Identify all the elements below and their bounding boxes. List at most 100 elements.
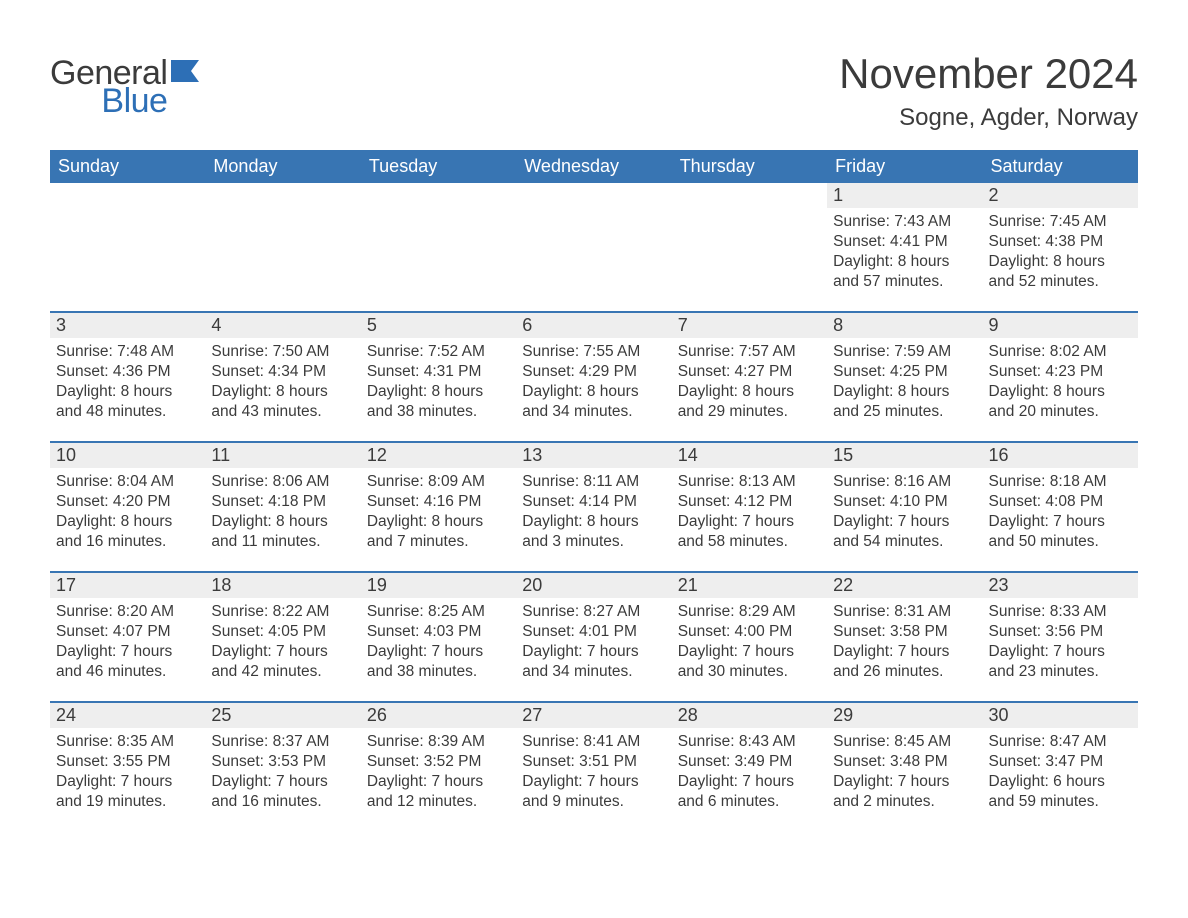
weekday-header: Sunday xyxy=(50,150,205,183)
sunset-line: Sunset: 4:27 PM xyxy=(678,362,821,382)
calendar-day-cell: 13Sunrise: 8:11 AMSunset: 4:14 PMDayligh… xyxy=(516,442,671,572)
calendar-week-row: 1 Sunrise: 7:43 AMSunset: 4:41 PM Daylight… xyxy=(50,183,1138,312)
weekday-header: Friday xyxy=(827,150,982,183)
day-details: Sunrise: 7:48 AMSunset: 4:36 PMDaylight:… xyxy=(50,338,205,429)
calendar-day-cell: 28Sunrise: 8:43 AMSunset: 3:49 PMDayligh… xyxy=(672,702,827,831)
day-number: 18 xyxy=(205,573,360,598)
day-number: 30 xyxy=(983,703,1138,728)
sunrise-line: Sunrise: 7:50 AM xyxy=(211,342,354,362)
sunset-line: Sunset: 3:47 PM xyxy=(989,752,1132,772)
day-number: 11 xyxy=(205,443,360,468)
calendar-day-cell xyxy=(205,183,360,312)
day-details: Sunrise: 8:20 AMSunset: 4:07 PMDaylight:… xyxy=(50,598,205,689)
day-details: Sunrise: 8:04 AMSunset: 4:20 PMDaylight:… xyxy=(50,468,205,559)
sunrise-line: Sunrise: 8:45 AM xyxy=(833,732,976,752)
sunset-line: Sunset: 4:00 PM xyxy=(678,622,821,642)
brand-text: General Blue xyxy=(50,56,167,118)
day-details: Sunrise: 8:31 AMSunset: 3:58 PMDaylight:… xyxy=(827,598,982,689)
day-number: 9 xyxy=(983,313,1138,338)
day-details: Sunrise: 8:18 AMSunset: 4:08 PMDaylight:… xyxy=(983,468,1138,559)
day-details: Sunrise: 8:43 AMSunset: 3:49 PMDaylight:… xyxy=(672,728,827,819)
daylight-line: Daylight: 7 hours and 50 minutes. xyxy=(989,512,1132,552)
calendar-day-cell: 15Sunrise: 8:16 AMSunset: 4:10 PMDayligh… xyxy=(827,442,982,572)
sunrise-line: Sunrise: 7:43 AM xyxy=(833,212,976,232)
day-details: Sunrise: 7:50 AMSunset: 4:34 PMDaylight:… xyxy=(205,338,360,429)
day-details: Sunrise: 8:39 AMSunset: 3:52 PMDaylight:… xyxy=(361,728,516,819)
daylight-line: Daylight: 6 hours and 59 minutes. xyxy=(989,772,1132,812)
day-number: 6 xyxy=(516,313,671,338)
daylight-line: Daylight: 7 hours and 6 minutes. xyxy=(678,772,821,812)
day-details: Sunrise: 8:06 AMSunset: 4:18 PMDaylight:… xyxy=(205,468,360,559)
calendar-body: 1 Sunrise: 7:43 AMSunset: 4:41 PM Daylight… xyxy=(50,183,1138,831)
day-number: 4 xyxy=(205,313,360,338)
calendar-week-row: 3Sunrise: 7:48 AMSunset: 4:36 PMDaylight… xyxy=(50,312,1138,442)
sunrise-line: Sunrise: 8:41 AM xyxy=(522,732,665,752)
day-number: 19 xyxy=(361,573,516,598)
sunset-line: Sunset: 3:53 PM xyxy=(211,752,354,772)
day-details: Sunrise: 7:45 AMSunset: 4:38 PMDaylight:… xyxy=(983,208,1138,299)
sunrise-line: Sunrise: 8:27 AM xyxy=(522,602,665,622)
daylight-line: Daylight: 7 hours and 34 minutes. xyxy=(522,642,665,682)
sunrise-line: Sunrise: 8:25 AM xyxy=(367,602,510,622)
calendar-day-cell: 4Sunrise: 7:50 AMSunset: 4:34 PMDaylight… xyxy=(205,312,360,442)
calendar-day-cell: 25Sunrise: 8:37 AMSunset: 3:53 PMDayligh… xyxy=(205,702,360,831)
sunset-line: Sunset: 4:05 PM xyxy=(211,622,354,642)
day-details: Sunrise: 7:59 AMSunset: 4:25 PMDaylight:… xyxy=(827,338,982,429)
day-details: Sunrise: 7:55 AMSunset: 4:29 PMDaylight:… xyxy=(516,338,671,429)
daylight-line: Daylight: 7 hours and 12 minutes. xyxy=(367,772,510,812)
day-details: Sunrise: 8:22 AMSunset: 4:05 PMDaylight:… xyxy=(205,598,360,689)
weekday-header: Monday xyxy=(205,150,360,183)
day-number: 2 xyxy=(983,183,1138,208)
day-details: Sunrise: 8:35 AMSunset: 3:55 PMDaylight:… xyxy=(50,728,205,819)
sunset-line: Sunset: 4:41 PM xyxy=(833,232,976,252)
day-number: 16 xyxy=(983,443,1138,468)
day-details: Sunrise: 8:13 AMSunset: 4:12 PMDaylight:… xyxy=(672,468,827,559)
calendar-week-row: 17Sunrise: 8:20 AMSunset: 4:07 PMDayligh… xyxy=(50,572,1138,702)
sunrise-line: Sunrise: 8:20 AM xyxy=(56,602,199,622)
daylight-line: Daylight: 7 hours and 9 minutes. xyxy=(522,772,665,812)
calendar-day-cell: 17Sunrise: 8:20 AMSunset: 4:07 PMDayligh… xyxy=(50,572,205,702)
day-number: 8 xyxy=(827,313,982,338)
calendar-day-cell: 11Sunrise: 8:06 AMSunset: 4:18 PMDayligh… xyxy=(205,442,360,572)
sunrise-line: Sunrise: 8:37 AM xyxy=(211,732,354,752)
calendar-day-cell: 27 Sunrise: 8:41 AMSunset: 3:51 PMDayligh… xyxy=(516,702,671,831)
title-block: November 2024 Sogne, Agder, Norway xyxy=(839,50,1138,132)
calendar-day-cell: 2Sunrise: 7:45 AMSunset: 4:38 PMDaylight… xyxy=(983,183,1138,312)
calendar-day-cell xyxy=(50,183,205,312)
daylight-line: Daylight: 7 hours and 58 minutes. xyxy=(678,512,821,552)
calendar-day-cell: 16Sunrise: 8:18 AMSunset: 4:08 PMDayligh… xyxy=(983,442,1138,572)
sunrise-line: Sunrise: 7:45 AM xyxy=(989,212,1132,232)
calendar-day-cell xyxy=(516,183,671,312)
daylight-line: Daylight: 8 hours and 52 minutes. xyxy=(989,252,1132,292)
sunset-line: Sunset: 3:58 PM xyxy=(833,622,976,642)
sunset-line: Sunset: 4:38 PM xyxy=(989,232,1132,252)
calendar-day-cell: 5Sunrise: 7:52 AMSunset: 4:31 PMDaylight… xyxy=(361,312,516,442)
day-number: 1 xyxy=(827,183,982,208)
sunrise-line: Sunrise: 7:59 AM xyxy=(833,342,976,362)
day-details: Sunrise: 8:11 AMSunset: 4:14 PMDaylight:… xyxy=(516,468,671,559)
calendar-day-cell: 29Sunrise: 8:45 AMSunset: 3:48 PMDayligh… xyxy=(827,702,982,831)
daylight-line: Daylight: 7 hours and 38 minutes. xyxy=(367,642,510,682)
day-details: Sunrise: 8:37 AMSunset: 3:53 PMDaylight:… xyxy=(205,728,360,819)
sunrise-line: Sunrise: 8:06 AM xyxy=(211,472,354,492)
sunset-line: Sunset: 4:18 PM xyxy=(211,492,354,512)
calendar-day-cell: 8Sunrise: 7:59 AMSunset: 4:25 PMDaylight… xyxy=(827,312,982,442)
sunrise-line: Sunrise: 8:22 AM xyxy=(211,602,354,622)
sunset-line: Sunset: 4:16 PM xyxy=(367,492,510,512)
day-details: Sunrise: 8:47 AMSunset: 3:47 PMDaylight:… xyxy=(983,728,1138,819)
daylight-line: Daylight: 8 hours and 34 minutes. xyxy=(522,382,665,422)
calendar-week-row: 10Sunrise: 8:04 AMSunset: 4:20 PMDayligh… xyxy=(50,442,1138,572)
day-number: 14 xyxy=(672,443,827,468)
sunrise-line: Sunrise: 7:55 AM xyxy=(522,342,665,362)
day-number: 17 xyxy=(50,573,205,598)
daylight-line: Daylight: 7 hours and 46 minutes. xyxy=(56,642,199,682)
day-details: Sunrise: 8:25 AMSunset: 4:03 PMDaylight:… xyxy=(361,598,516,689)
day-number: 26 xyxy=(361,703,516,728)
sunrise-line: Sunrise: 8:09 AM xyxy=(367,472,510,492)
day-number: 27 xyxy=(516,703,671,728)
day-number: 20 xyxy=(516,573,671,598)
sunset-line: Sunset: 3:51 PM xyxy=(522,752,665,772)
weekday-header: Thursday xyxy=(672,150,827,183)
day-number: 15 xyxy=(827,443,982,468)
sunset-line: Sunset: 3:49 PM xyxy=(678,752,821,772)
